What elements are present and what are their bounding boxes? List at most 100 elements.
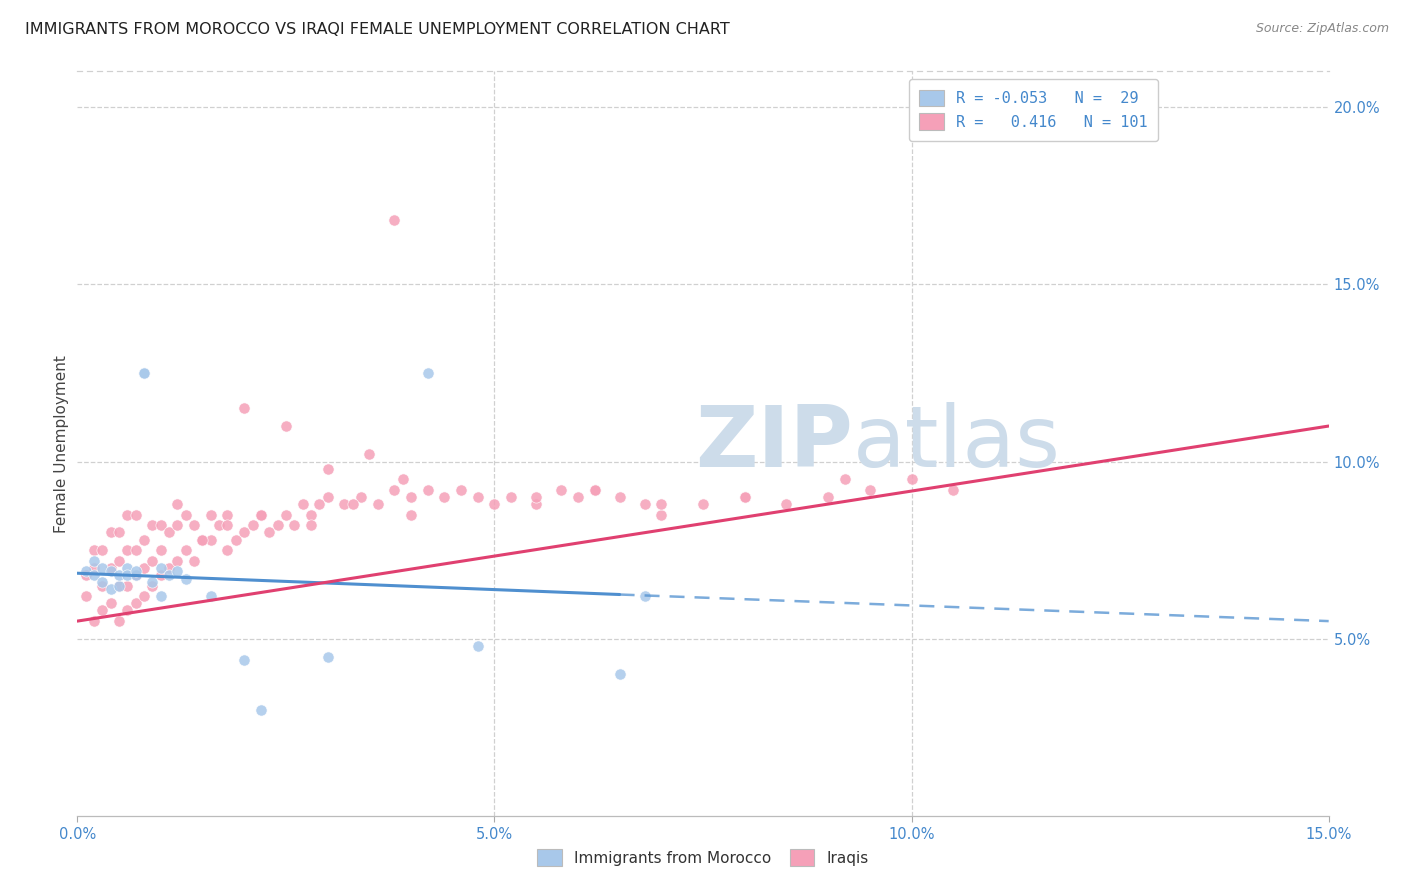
Point	[734, 490, 756, 504]
Point	[191, 533, 214, 547]
Point	[83, 568, 105, 582]
Point	[117, 508, 139, 522]
Point	[817, 490, 839, 504]
Point	[157, 561, 180, 575]
Point	[367, 497, 389, 511]
Point	[100, 565, 122, 579]
Point	[308, 497, 330, 511]
Point	[117, 561, 139, 575]
Point	[217, 518, 239, 533]
Point	[274, 508, 297, 522]
Point	[200, 533, 222, 547]
Point	[91, 579, 114, 593]
Point	[132, 366, 155, 380]
Point	[217, 543, 239, 558]
Point	[775, 497, 797, 511]
Point	[183, 554, 205, 568]
Point	[291, 497, 314, 511]
Y-axis label: Female Unemployment: Female Unemployment	[53, 355, 69, 533]
Point	[225, 533, 247, 547]
Point	[217, 508, 239, 522]
Point	[359, 447, 381, 461]
Point	[299, 508, 322, 522]
Point	[83, 554, 105, 568]
Point	[141, 575, 163, 590]
Point	[149, 589, 172, 603]
Point	[382, 483, 405, 497]
Point	[91, 575, 114, 590]
Point	[233, 653, 256, 667]
Point	[157, 525, 180, 540]
Point	[342, 497, 364, 511]
Point	[132, 533, 155, 547]
Point	[83, 614, 105, 628]
Point	[125, 543, 148, 558]
Point	[484, 497, 506, 511]
Point	[132, 561, 155, 575]
Point	[141, 554, 163, 568]
Point	[83, 561, 105, 575]
Point	[391, 472, 413, 486]
Point	[108, 579, 131, 593]
Point	[609, 667, 631, 681]
Point	[942, 483, 965, 497]
Point	[233, 525, 256, 540]
Point	[274, 419, 297, 434]
Point	[149, 543, 172, 558]
Point	[117, 579, 139, 593]
Text: atlas: atlas	[853, 402, 1062, 485]
Point	[108, 525, 131, 540]
Point	[75, 589, 97, 603]
Point	[524, 497, 547, 511]
Point	[609, 490, 631, 504]
Point	[583, 483, 606, 497]
Text: Source: ZipAtlas.com: Source: ZipAtlas.com	[1256, 22, 1389, 36]
Legend: Immigrants from Morocco, Iraqis: Immigrants from Morocco, Iraqis	[531, 843, 875, 871]
Point	[100, 525, 122, 540]
Point	[250, 703, 273, 717]
Point	[416, 483, 439, 497]
Point	[692, 497, 714, 511]
Point	[108, 568, 131, 582]
Point	[91, 561, 114, 575]
Point	[233, 401, 256, 416]
Point	[859, 483, 882, 497]
Point	[108, 579, 131, 593]
Point	[550, 483, 572, 497]
Point	[900, 472, 922, 486]
Point	[125, 568, 148, 582]
Point	[266, 518, 288, 533]
Point	[316, 649, 339, 664]
Point	[524, 490, 547, 504]
Point	[174, 508, 197, 522]
Point	[416, 366, 439, 380]
Point	[83, 543, 105, 558]
Point	[242, 518, 264, 533]
Point	[108, 614, 131, 628]
Point	[399, 508, 422, 522]
Point	[183, 518, 205, 533]
Point	[166, 565, 188, 579]
Point	[734, 490, 756, 504]
Point	[108, 554, 131, 568]
Point	[316, 461, 339, 475]
Point	[125, 596, 148, 610]
Point	[149, 561, 172, 575]
Point	[633, 589, 655, 603]
Text: ZIP: ZIP	[696, 402, 853, 485]
Point	[117, 603, 139, 617]
Point	[467, 490, 489, 504]
Point	[257, 525, 280, 540]
Point	[166, 554, 188, 568]
Point	[132, 589, 155, 603]
Point	[132, 366, 155, 380]
Point	[200, 508, 222, 522]
Point	[250, 508, 273, 522]
Point	[250, 508, 273, 522]
Point	[157, 568, 180, 582]
Point	[149, 568, 172, 582]
Point	[467, 639, 489, 653]
Text: IMMIGRANTS FROM MOROCCO VS IRAQI FEMALE UNEMPLOYMENT CORRELATION CHART: IMMIGRANTS FROM MOROCCO VS IRAQI FEMALE …	[25, 22, 730, 37]
Point	[333, 497, 356, 511]
Point	[450, 483, 472, 497]
